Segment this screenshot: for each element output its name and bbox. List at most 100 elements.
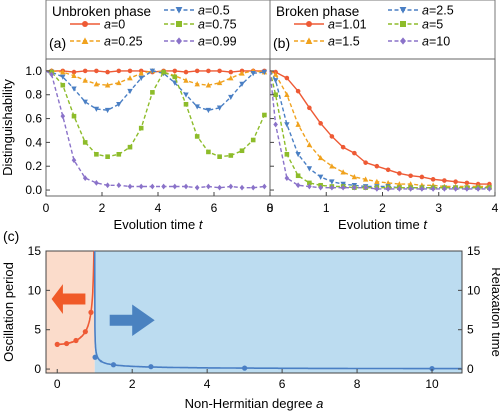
data-point — [317, 174, 324, 180]
data-point — [306, 141, 313, 148]
legend-marker-1 — [81, 37, 89, 44]
data-point — [172, 183, 178, 190]
data-point — [307, 180, 312, 186]
data-point — [183, 69, 189, 75]
data-point — [317, 154, 324, 161]
x-tick-label: 0 — [54, 377, 61, 391]
data-point — [82, 175, 88, 182]
data-point — [284, 75, 290, 81]
series-line-4 — [45, 70, 265, 189]
plot-frame — [45, 250, 463, 374]
data-point — [295, 152, 301, 158]
legend-marker-2 — [399, 7, 407, 14]
data-point — [340, 184, 346, 191]
data-point — [172, 74, 178, 80]
legend-value-4: 0.99 — [212, 35, 236, 49]
legend-var-4: a — [422, 35, 429, 49]
legend-value-2: 2.5 — [436, 4, 453, 18]
legend-marker-0 — [306, 21, 312, 27]
y-tick-label: 0 — [34, 362, 41, 376]
legend-var-2: a — [198, 4, 205, 18]
data-point — [93, 106, 100, 112]
data-point — [262, 183, 267, 190]
data-point — [172, 68, 178, 74]
data-point — [329, 134, 335, 139]
data-point — [352, 184, 357, 191]
data-point — [430, 177, 436, 182]
data-point — [116, 182, 122, 189]
data-point — [318, 121, 323, 126]
data-point — [272, 71, 279, 77]
data-point — [71, 69, 77, 75]
panel-b: Broken phase(b)a=1.01a=1.5a=2.5a=5a=100 1… — [267, 0, 499, 232]
data-point — [363, 184, 368, 191]
data-point — [352, 150, 357, 156]
data-point — [92, 354, 98, 360]
data-point — [239, 148, 245, 154]
broken-region — [94, 251, 463, 373]
y-tick-label: 0.0 — [25, 183, 42, 197]
y-axis-label-left: Oscillation period — [1, 262, 16, 362]
legend-var-0: a — [104, 18, 111, 32]
data-point — [105, 182, 110, 189]
y-tick-label: 1.0 — [25, 64, 42, 78]
panel-title: Unbroken phase — [52, 4, 151, 19]
legend-label-0: a=0 — [104, 18, 125, 32]
data-point — [272, 78, 279, 84]
x-tick-label: 4 — [155, 201, 162, 215]
legend-label-0: a=1.01 — [328, 18, 367, 32]
data-point — [116, 68, 122, 74]
x-axis-label: Evolution time t — [338, 217, 428, 232]
data-point — [284, 91, 290, 98]
data-point — [49, 71, 54, 78]
data-point — [127, 144, 133, 150]
x-axis-label: Evolution time t — [114, 217, 204, 232]
series-line-2 — [45, 70, 265, 111]
data-point — [306, 166, 313, 172]
data-point — [64, 340, 70, 347]
data-point — [183, 183, 189, 190]
data-point — [307, 183, 312, 190]
data-point — [205, 82, 212, 88]
data-point — [161, 69, 166, 75]
x-tick-label: 2 — [379, 201, 386, 215]
data-point — [329, 179, 335, 185]
data-point — [161, 183, 166, 190]
data-point — [429, 365, 435, 372]
x-tick-label: 8 — [267, 201, 274, 215]
data-point — [71, 86, 77, 92]
x-tick-label: 6 — [279, 377, 286, 391]
series-line-3 — [269, 70, 490, 189]
data-point — [71, 72, 77, 78]
data-point — [217, 184, 222, 191]
data-point — [73, 337, 79, 344]
legend-label-4: a=0.99 — [198, 35, 237, 49]
series-line-2 — [269, 70, 490, 189]
data-point — [295, 88, 301, 94]
series-line-0 — [269, 70, 490, 185]
data-point — [453, 179, 458, 185]
data-point — [228, 94, 234, 101]
legend-value-2: 0.5 — [212, 4, 229, 18]
panel-a: Unbroken phase(a)a=0a=0.25a=0.5a=0.75a=0… — [0, 0, 274, 232]
data-point — [475, 185, 481, 192]
data-point — [116, 79, 122, 86]
data-point — [407, 181, 414, 187]
data-point — [217, 154, 222, 159]
data-point — [307, 105, 312, 111]
x-axis-label-text: Evolution time — [338, 217, 423, 232]
legend-eq-4: = — [205, 35, 212, 49]
panel-label: (b) — [273, 35, 290, 51]
data-point — [127, 183, 133, 190]
legend-value-4: 10 — [436, 35, 450, 49]
plot-frame — [45, 58, 271, 197]
legend-eq-3: = — [429, 18, 436, 32]
x-tick-label: 8 — [354, 377, 361, 391]
data-point — [396, 181, 403, 187]
x-tick-label: 10 — [425, 377, 439, 391]
y-tick-label: 5 — [34, 323, 41, 337]
data-point — [464, 180, 470, 186]
x-tick-label: 3 — [435, 201, 442, 215]
data-point — [82, 99, 88, 105]
